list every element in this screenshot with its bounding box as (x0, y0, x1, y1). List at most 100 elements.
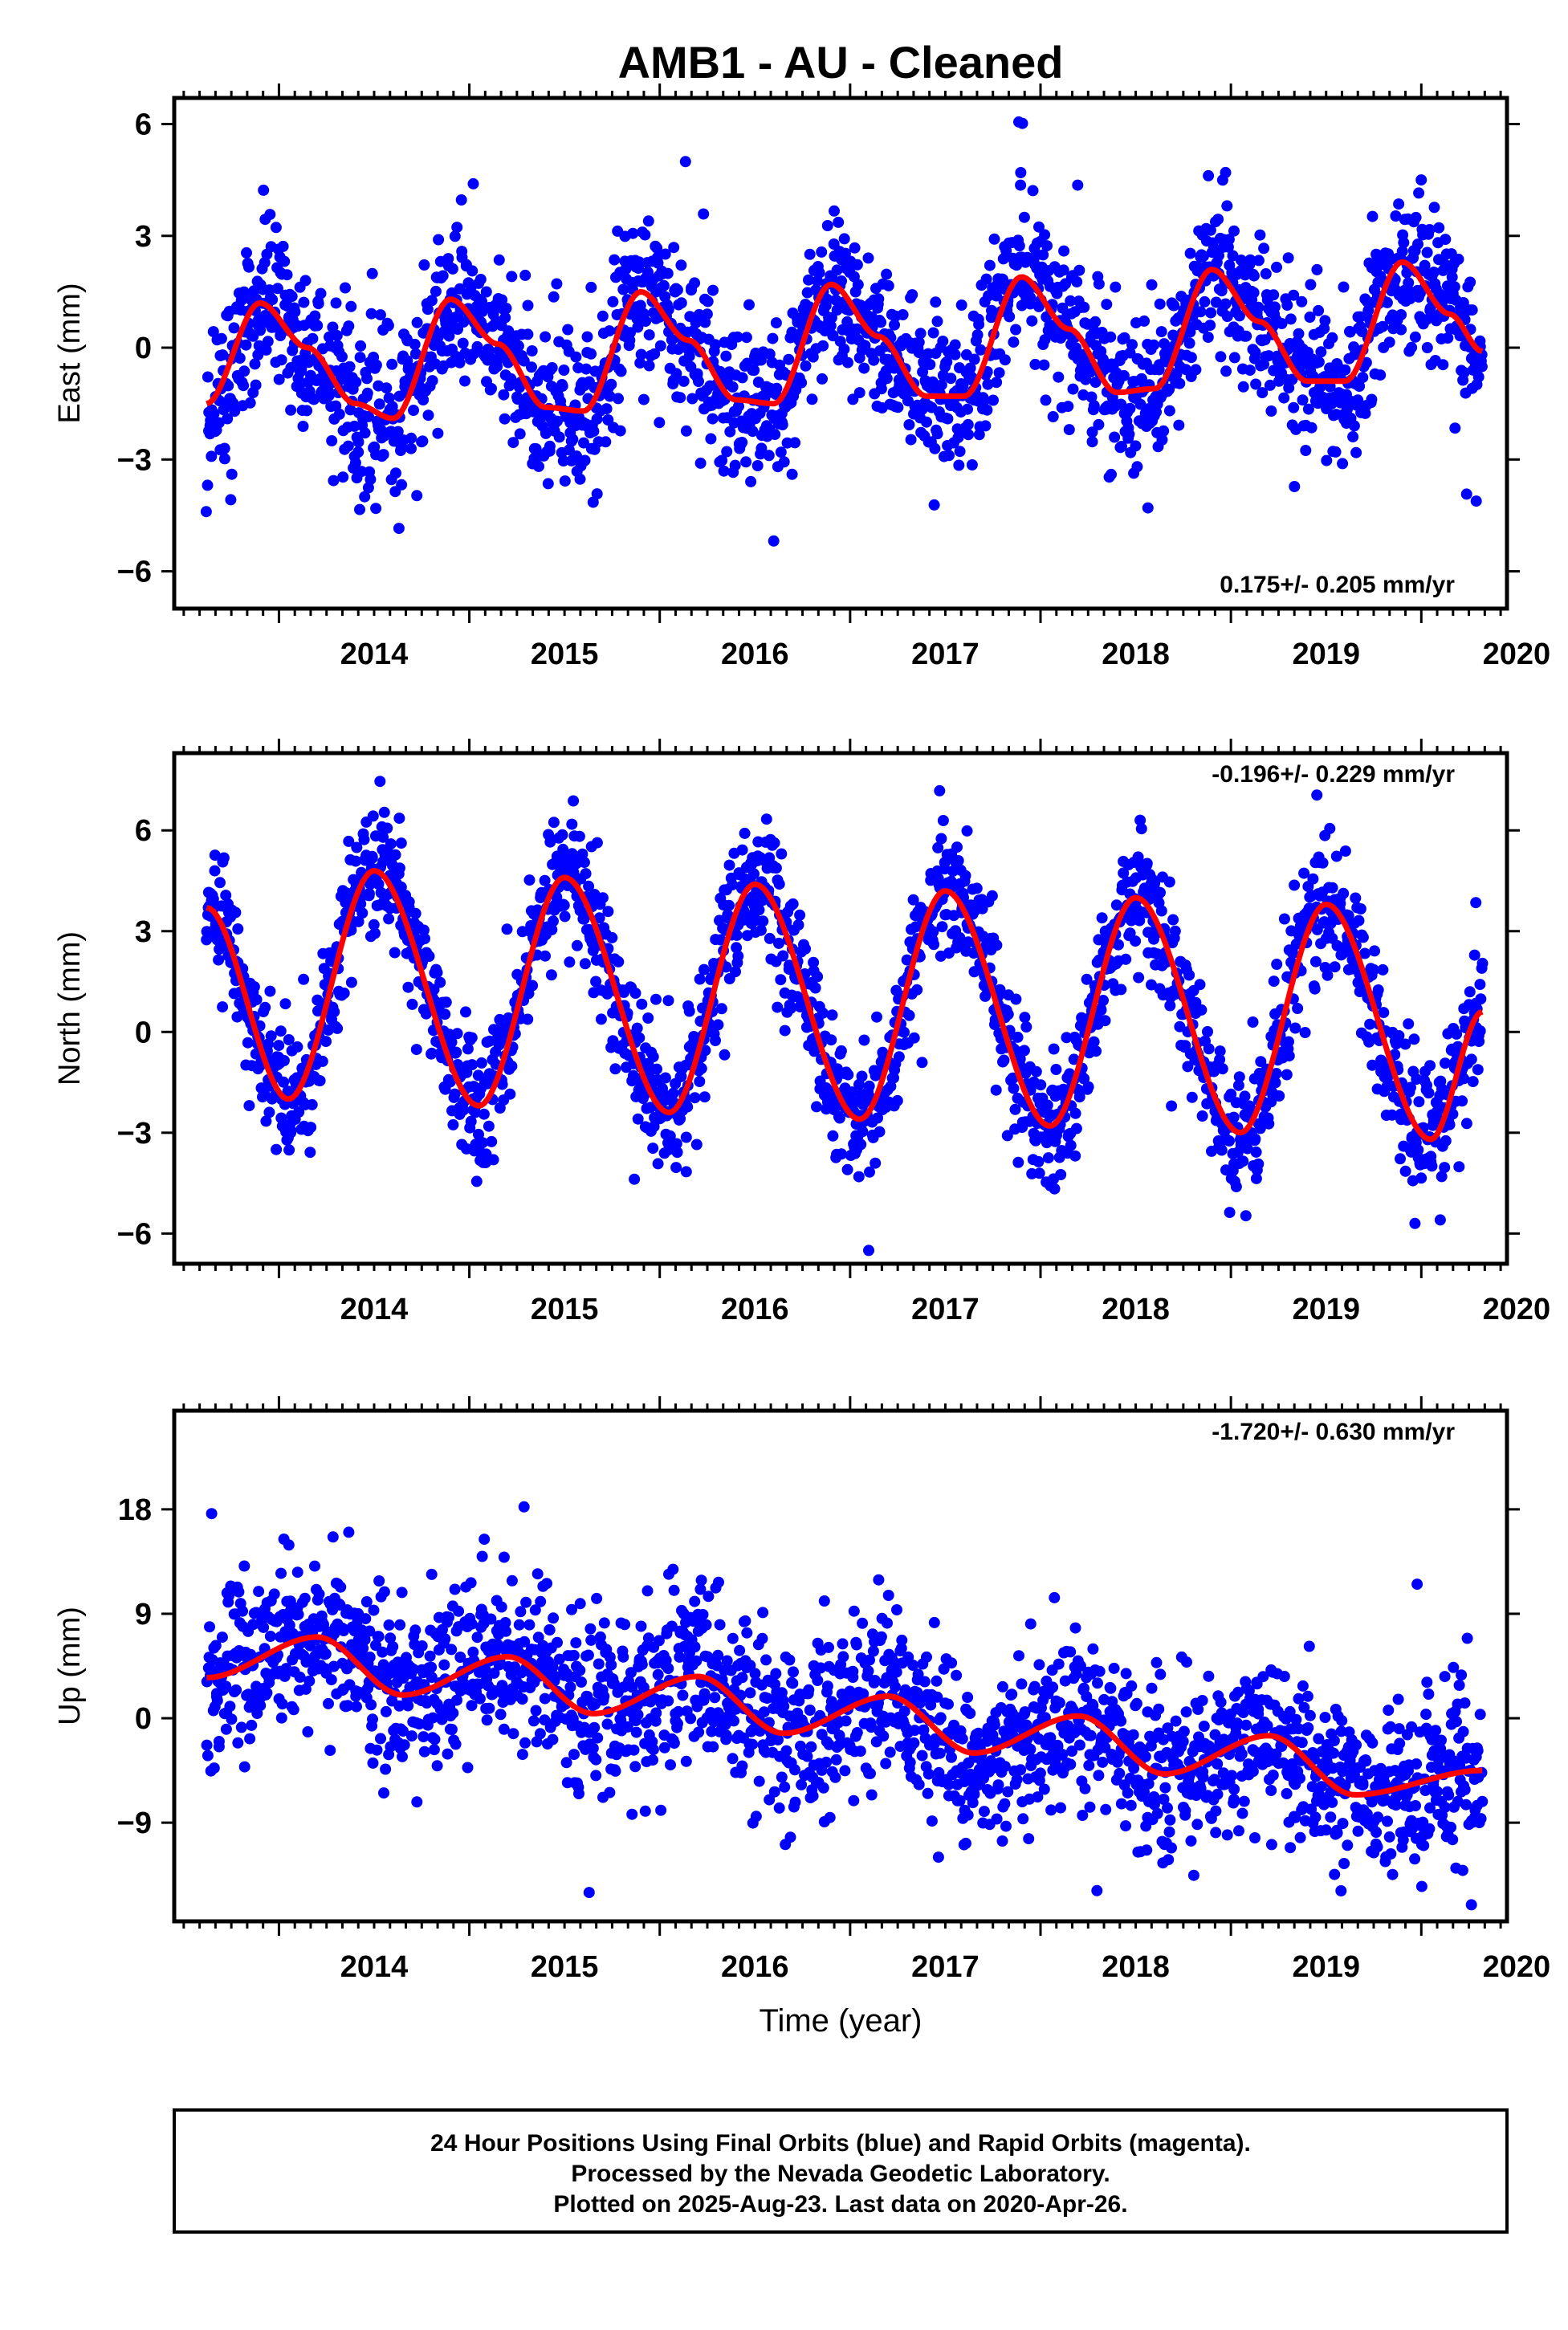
east-data-point (1220, 365, 1232, 377)
east-data-point (914, 328, 927, 340)
east-data-point (361, 373, 373, 385)
east-data-point (546, 362, 558, 373)
east-data-point (1053, 371, 1065, 383)
north-data-point (1012, 1031, 1024, 1043)
east-data-point (518, 355, 530, 367)
east-data-point (1228, 225, 1240, 237)
east-data-point (928, 499, 940, 511)
east-xtick-label: 2019 (1292, 637, 1360, 671)
up-data-point (426, 1661, 438, 1673)
east-data-point (499, 413, 511, 425)
north-data-point (642, 1012, 654, 1024)
east-data-point (991, 377, 1003, 389)
east-data-point (1305, 422, 1318, 434)
north-data-point (1069, 1150, 1081, 1162)
east-data-point (1283, 382, 1295, 394)
north-data-point (991, 939, 1003, 951)
east-data-point (1158, 425, 1170, 437)
east-data-point (574, 473, 586, 485)
east-data-point (1244, 254, 1256, 266)
up-data-point (393, 1700, 405, 1712)
up-data-point (261, 1687, 273, 1699)
east-data-point (1381, 296, 1393, 308)
east-data-point (1248, 287, 1260, 299)
up-data-point (216, 1631, 228, 1644)
north-data-point (961, 825, 973, 837)
east-data-point (875, 316, 887, 328)
north-data-point (951, 841, 963, 853)
up-data-point (226, 1713, 238, 1725)
east-data-point (426, 375, 438, 387)
east-data-point (1415, 174, 1427, 186)
north-data-point (478, 1108, 490, 1120)
east-data-point (775, 446, 787, 458)
east-data-point (370, 503, 382, 515)
east-data-point (1135, 373, 1147, 385)
east-data-point (721, 446, 733, 458)
east-data-point (548, 291, 560, 303)
up-data-point (276, 1698, 288, 1710)
north-data-point (1250, 1172, 1262, 1184)
east-data-point (1024, 298, 1037, 310)
east-data-point (519, 269, 531, 281)
east-data-point (331, 330, 343, 341)
north-data-point (449, 1088, 461, 1100)
north-data-point (1196, 1110, 1208, 1122)
east-data-point (352, 436, 365, 448)
east-data-point (333, 408, 345, 420)
east-data-point (1202, 332, 1214, 343)
north-fit-line (206, 868, 1484, 1143)
north-data-point (1035, 1079, 1047, 1091)
north-data-point (1447, 1108, 1459, 1120)
east-data-point (889, 319, 900, 331)
north-data-point (291, 1041, 303, 1053)
north-xtick-label: 2016 (721, 1293, 789, 1326)
east-data-point (1409, 331, 1421, 343)
east-data-point (620, 263, 632, 275)
east-data-point (392, 426, 404, 438)
east-data-point (542, 478, 554, 490)
north-data-point (1032, 1155, 1045, 1167)
east-data-point (409, 348, 422, 360)
north-data-point (369, 927, 381, 939)
north-data-point (935, 833, 947, 845)
north-data-point (1458, 1073, 1470, 1085)
east-data-point (459, 375, 470, 387)
north-data-point (496, 1078, 508, 1090)
north-data-point (265, 1030, 277, 1042)
east-data-point (789, 437, 801, 449)
east-data-point (363, 410, 374, 422)
up-data-point (378, 1586, 390, 1598)
east-ytick-label: −6 (117, 556, 152, 589)
east-data-point (299, 275, 312, 287)
east-data-point (579, 454, 591, 466)
north-data-point (779, 1024, 791, 1037)
east-data-point (604, 390, 616, 402)
up-data-point (325, 1674, 337, 1686)
north-data-point (1334, 898, 1346, 910)
north-data-point (450, 1046, 462, 1058)
north-data-point (916, 1057, 928, 1069)
east-data-point (1073, 264, 1085, 276)
north-data-point (540, 950, 551, 962)
east-data-point (986, 304, 997, 316)
east-data-point (1396, 246, 1408, 258)
east-data-point (694, 457, 707, 469)
east-data-point (396, 479, 408, 491)
east-data-point (643, 360, 655, 372)
east-data-point (1116, 441, 1127, 452)
up-data-point (247, 1619, 259, 1631)
east-data-point (1357, 372, 1369, 384)
up-data-point (324, 1745, 336, 1757)
east-data-point (1446, 271, 1458, 283)
north-xtick-label: 2019 (1292, 1293, 1360, 1326)
north-data-point (898, 1026, 910, 1038)
north-data-point (770, 862, 782, 874)
east-data-point (208, 408, 220, 420)
up-data-point (364, 1625, 376, 1637)
north-data-point (1099, 1015, 1111, 1027)
north-data-point (366, 852, 378, 864)
east-data-point (307, 332, 319, 344)
east-data-point (1421, 246, 1433, 259)
north-data-point (690, 1139, 703, 1151)
